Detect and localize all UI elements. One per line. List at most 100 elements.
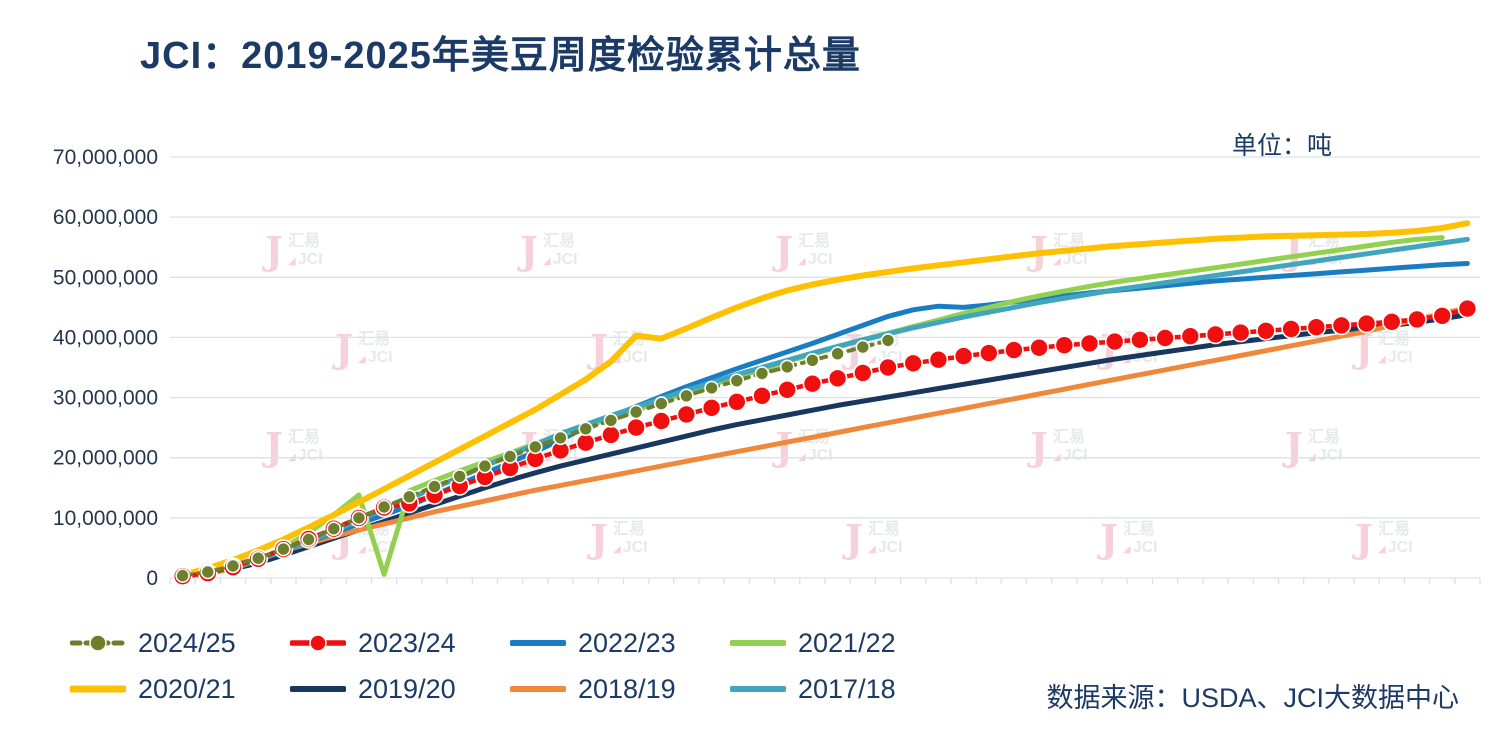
legend-label: 2018/19 (578, 673, 676, 704)
series-marker (752, 385, 772, 406)
y-tick-label: 70,000,000 (53, 146, 158, 169)
series-marker (1130, 329, 1150, 350)
legend-swatch-icon (70, 685, 126, 693)
series-marker (578, 421, 594, 437)
legend-item-2017-18: 2017/18 (730, 666, 950, 712)
series-marker (978, 343, 999, 363)
series-marker (676, 404, 697, 425)
series-marker (575, 432, 596, 453)
legend-label: 2022/23 (578, 627, 676, 658)
series-marker (701, 397, 722, 418)
series-marker (651, 411, 672, 431)
series-marker (477, 458, 493, 474)
legend-item-2023-24: 2023/24 (290, 620, 510, 666)
series-marker (802, 373, 823, 394)
series-marker (351, 510, 367, 526)
series-marker (1256, 320, 1276, 341)
legend-item-2018-19: 2018/19 (510, 666, 730, 712)
series-marker (1457, 298, 1478, 319)
series-marker (502, 449, 518, 464)
legend-swatch-icon (730, 640, 786, 646)
y-tick-label: 20,000,000 (53, 447, 158, 470)
legend-item-2022-23: 2022/23 (510, 620, 730, 666)
series-marker (1104, 331, 1125, 352)
series-marker (1054, 335, 1075, 356)
legend-label: 2021/22 (798, 627, 896, 658)
legend-item-2020-21: 2020/21 (70, 666, 290, 712)
series-marker (653, 396, 669, 411)
legend-label: 2024/25 (138, 627, 236, 658)
series-marker (1407, 309, 1427, 330)
series-marker (301, 532, 316, 547)
series-marker (1331, 315, 1352, 336)
series-marker (401, 489, 417, 505)
series-marker (852, 363, 873, 383)
y-tick-label: 10,000,000 (53, 507, 158, 530)
series-marker (726, 391, 747, 412)
series-marker (326, 521, 342, 537)
series-marker (1281, 319, 1301, 339)
source-label: 数据来源：USDA、JCI大数据中心 (1046, 683, 1459, 713)
series-marker (679, 388, 694, 404)
series-marker (1029, 337, 1049, 358)
legend-swatch-icon (290, 634, 346, 652)
series-line (179, 220, 1471, 578)
series-marker (754, 366, 770, 381)
series-marker (1155, 328, 1175, 348)
series-marker (805, 352, 820, 368)
series-line (180, 305, 1470, 579)
y-tick-label: 40,000,000 (53, 326, 158, 349)
legend-item-2024-25: 2024/25 (70, 620, 290, 666)
series-marker (1432, 305, 1452, 326)
series-line (180, 312, 1470, 579)
y-tick-label: 60,000,000 (53, 206, 158, 229)
series-line (180, 261, 1470, 579)
series-marker (1180, 326, 1201, 347)
series-marker (601, 425, 621, 445)
series-marker (1306, 317, 1327, 338)
legend-label: 2017/18 (798, 673, 896, 704)
unit-label: 单位：吨 (1232, 132, 1333, 160)
legend-swatch-icon (510, 686, 566, 692)
series-marker (729, 373, 745, 389)
series-marker (953, 346, 974, 366)
series-marker (527, 439, 543, 455)
series-marker (830, 346, 845, 362)
series-marker (626, 417, 646, 438)
series-marker (553, 430, 568, 446)
legend-label: 2019/20 (358, 673, 456, 704)
series-marker (878, 357, 898, 378)
series-marker (827, 368, 848, 389)
series-marker (628, 404, 644, 420)
series-marker (1205, 324, 1226, 345)
series-marker (1382, 311, 1402, 332)
series-marker (779, 359, 795, 375)
series-marker (777, 379, 798, 400)
legend-swatch-icon (730, 686, 786, 692)
legend-swatch-icon (70, 634, 126, 652)
series-marker (880, 333, 896, 348)
series-marker (427, 479, 442, 494)
legend-item-2021-22: 2021/22 (730, 620, 950, 666)
series-marker (452, 469, 468, 484)
series-marker (200, 564, 216, 580)
legend-label: 2023/24 (358, 627, 456, 658)
series-marker (276, 541, 291, 557)
series-marker (1079, 333, 1100, 354)
series-marker (704, 380, 719, 396)
series-marker (225, 558, 241, 574)
series-marker (1356, 313, 1377, 334)
chart-legend: 2024/25 2023/24 2022/23 2021/22 2020/21 2019/… (70, 620, 970, 712)
series-marker (175, 568, 190, 583)
legend-item-2019-20: 2019/20 (290, 666, 510, 712)
series-line (180, 306, 1470, 579)
y-tick-label: 50,000,000 (53, 266, 158, 289)
y-tick-label: 0 (146, 567, 158, 590)
legend-label: 2020/21 (138, 673, 236, 704)
series-marker (376, 499, 392, 515)
series-marker (250, 550, 266, 566)
legend-swatch-icon (290, 686, 346, 692)
legend-swatch-icon (510, 640, 566, 646)
